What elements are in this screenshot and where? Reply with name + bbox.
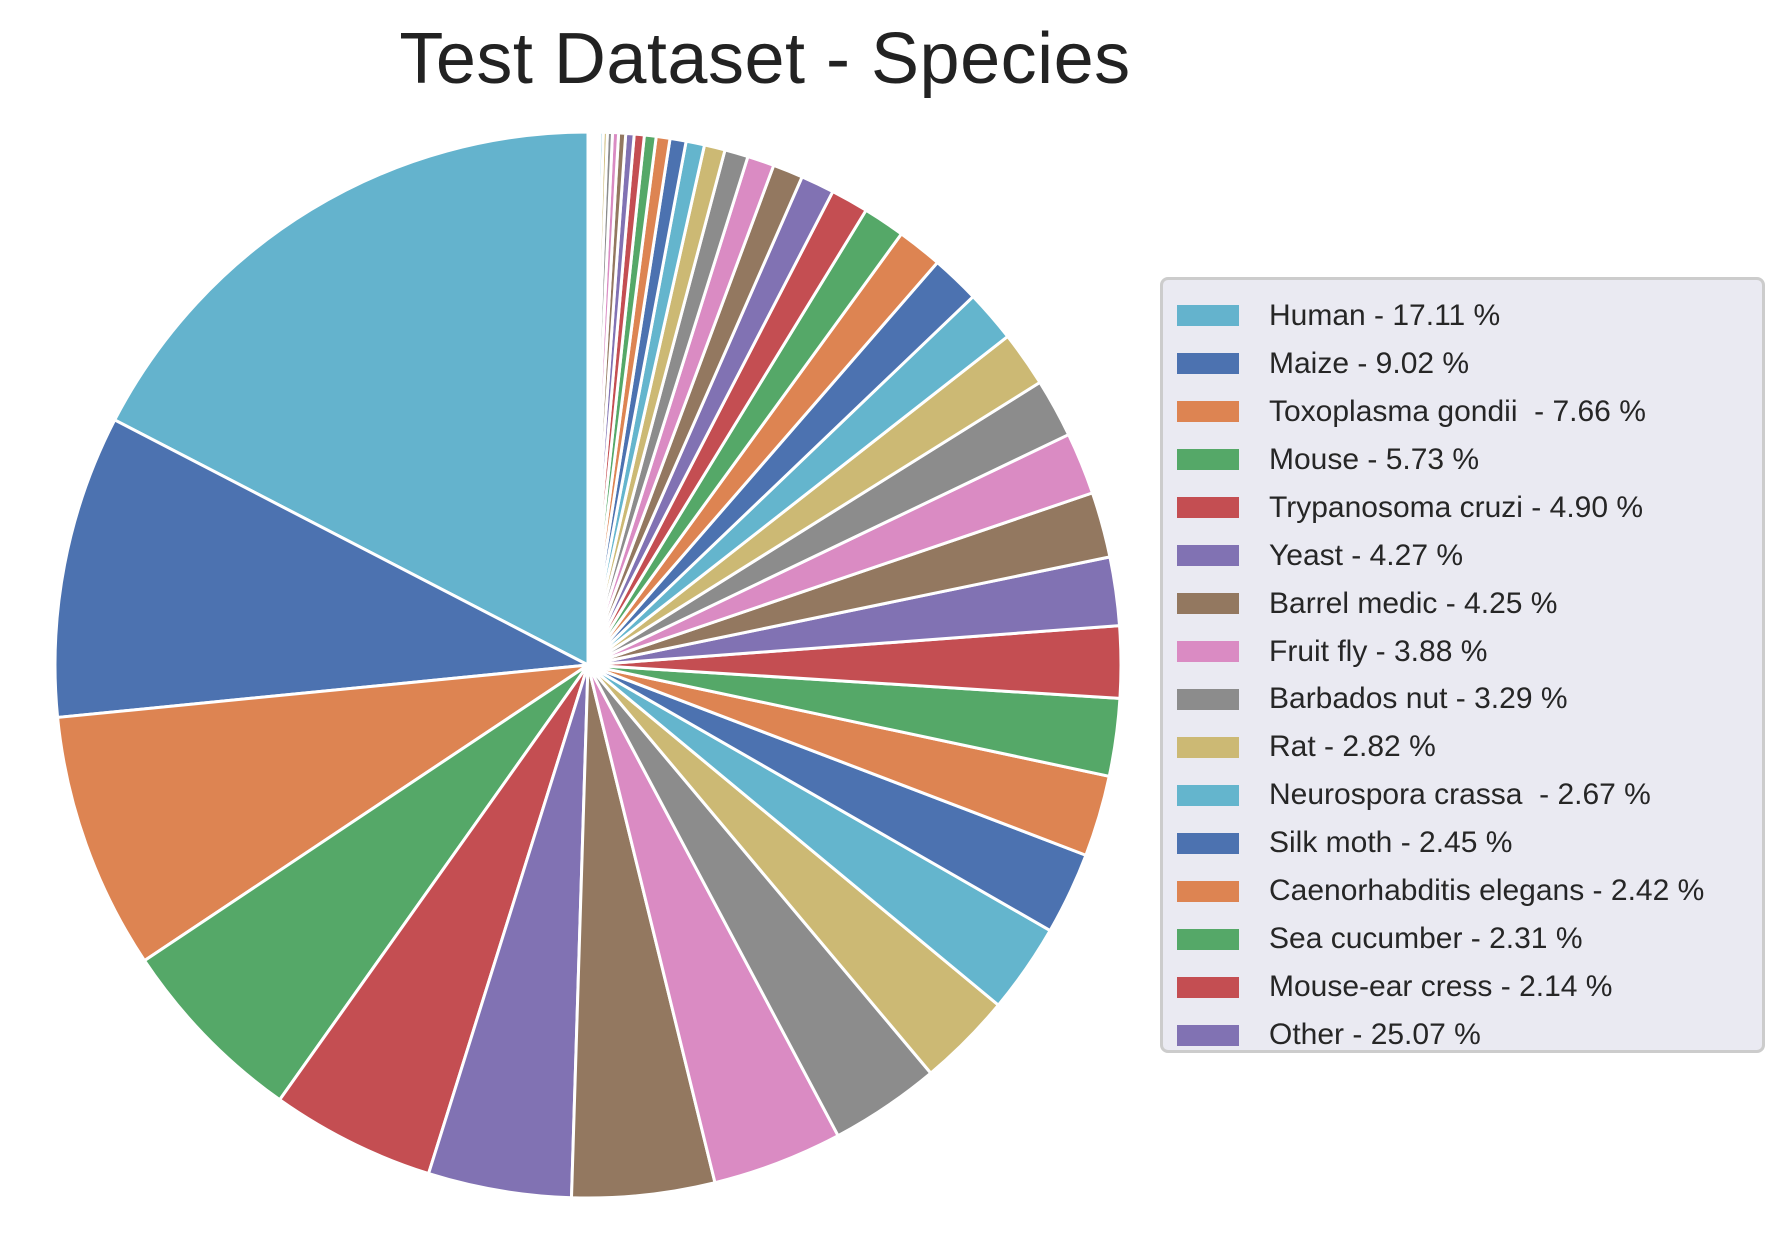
legend-item: Human - 17.11 %: [1163, 292, 1762, 340]
legend-item: Mouse - 5.73 %: [1163, 436, 1762, 484]
legend-label: Caenorhabditis elegans - 2.42 %: [1269, 874, 1705, 908]
legend-label: Human - 17.11 %: [1269, 298, 1501, 332]
legend-swatch: [1177, 593, 1239, 615]
legend-item: Neurospora crassa - 2.67 %: [1163, 771, 1762, 819]
legend-item: Yeast - 4.27 %: [1163, 532, 1762, 580]
legend-label: Maize - 9.02 %: [1269, 346, 1470, 380]
legend-swatch: [1177, 1024, 1239, 1046]
legend-swatch: [1177, 305, 1239, 327]
legend-label: Toxoplasma gondii - 7.66 %: [1269, 394, 1646, 428]
pie-slice-maize: [53, 418, 590, 719]
legend-item: Barrel medic - 4.25 %: [1163, 580, 1762, 628]
legend: Human - 17.11 % Maize - 9.02 % Toxoplasma …: [1160, 277, 1765, 1053]
legend-label: Fruit fly - 3.88 %: [1269, 634, 1488, 668]
legend-label: Yeast - 4.27 %: [1269, 538, 1464, 572]
legend-item: Trypanosoma cruzi - 4.90 %: [1163, 484, 1762, 532]
legend-label: Mouse-ear cress - 2.14 %: [1269, 970, 1613, 1004]
legend-swatch: [1177, 688, 1239, 710]
legend-label: Other - 25.07 %: [1269, 1018, 1481, 1052]
pie-slice-trypanosoma-cruzi: [278, 663, 590, 1176]
legend-item: Fruit fly - 3.88 %: [1163, 628, 1762, 676]
legend-item: Maize - 9.02 %: [1163, 340, 1762, 388]
pie-slice-toxoplasma-gondii: [56, 663, 590, 963]
legend-swatch: [1177, 545, 1239, 567]
legend-label: Mouse - 5.73 %: [1269, 442, 1480, 476]
legend-item: Toxoplasma gondii - 7.66 %: [1163, 388, 1762, 436]
legend-label: Rat - 2.82 %: [1269, 730, 1436, 764]
legend-swatch: [1177, 497, 1239, 519]
legend-item: Other - 25.07 %: [1163, 1011, 1762, 1059]
legend-label: Neurospora crassa - 2.67 %: [1269, 778, 1651, 812]
legend-item: Sea cucumber - 2.31 %: [1163, 915, 1762, 963]
legend-swatch: [1177, 976, 1239, 998]
legend-swatch: [1177, 880, 1239, 902]
legend-label: Barrel medic - 4.25 %: [1269, 586, 1558, 620]
legend-swatch: [1177, 401, 1239, 423]
pie-slice-human: [113, 130, 590, 667]
legend-item: Silk moth - 2.45 %: [1163, 819, 1762, 867]
legend-label: Trypanosoma cruzi - 4.90 %: [1269, 490, 1644, 524]
legend-item: Barbados nut - 3.29 %: [1163, 676, 1762, 724]
legend-swatch: [1177, 832, 1239, 854]
legend-swatch: [1177, 784, 1239, 806]
legend-swatch: [1177, 928, 1239, 950]
legend-item: Rat - 2.82 %: [1163, 723, 1762, 771]
legend-label: Sea cucumber - 2.31 %: [1269, 922, 1583, 956]
legend-label: Barbados nut - 3.29 %: [1269, 682, 1568, 716]
pie-slice-mouse: [142, 663, 590, 1102]
legend-label: Silk moth - 2.45 %: [1269, 826, 1513, 860]
chart-title: Test Dataset - Species: [399, 19, 1131, 99]
legend-item: Mouse-ear cress - 2.14 %: [1163, 963, 1762, 1011]
legend-swatch: [1177, 736, 1239, 758]
legend-item: Caenorhabditis elegans - 2.42 %: [1163, 867, 1762, 915]
legend-swatch: [1177, 641, 1239, 663]
legend-swatch: [1177, 449, 1239, 471]
legend-swatch: [1177, 353, 1239, 375]
